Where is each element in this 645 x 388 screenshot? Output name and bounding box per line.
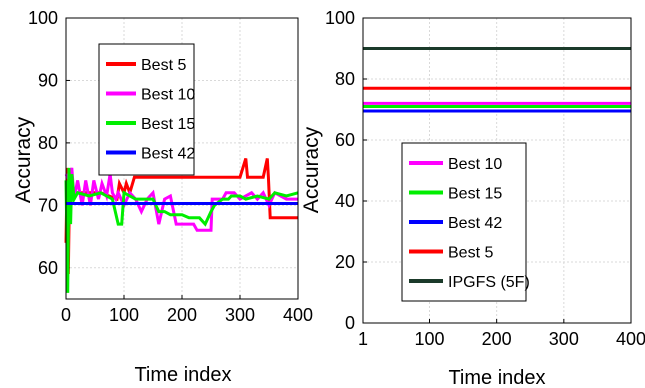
x-tick-label: 100 [414,329,444,349]
x-tick-label: 200 [167,305,197,325]
y-tick-label: 40 [335,191,355,211]
x-tick-label: 400 [283,305,313,325]
legend: Best 5 Best 10 Best 15 Best 42 [98,43,195,176]
y-tick-label: 70 [38,195,58,215]
y-tick-label: 60 [335,130,355,150]
x-tick-label: 200 [482,329,512,349]
axes-frame [65,17,299,300]
y-tick-label: 100 [325,8,355,28]
y-tick-label: 60 [38,258,58,278]
x-axis-label: Time index [448,367,545,388]
x-tick-label: 300 [225,305,255,325]
x-tick-label: 400 [616,329,645,349]
y-axis-label: Accuracy [12,116,35,203]
legend-label: Best 10 [141,87,195,104]
legend-label: Best 5 [141,57,186,74]
legend-label: Best 5 [448,245,493,262]
x-axis-label: Time index [134,364,231,386]
legend-label: Best 15 [448,186,502,203]
axes-frame [362,17,632,324]
x-tick-label: 1 [358,329,368,349]
legend-label: IPGFS (5F) [448,274,530,291]
y-axis-label: Accuracy [300,126,323,213]
y-tick-label: 0 [345,313,355,333]
legend-label: Best 10 [448,156,502,173]
y-tick-label: 80 [38,133,58,153]
y-tick-label: 100 [28,8,58,28]
x-tick-label: 100 [109,305,139,325]
series-line-best-15 [64,167,299,293]
x-tick-label: 300 [549,329,579,349]
y-tick-label: 20 [335,252,355,272]
y-tick-label: 80 [335,69,355,89]
left-chart: 0 100 200 300 400 60 70 80 90 100 Time index Accura… [12,8,313,386]
legend-label: Best 42 [141,146,195,163]
legend-label: Best 15 [141,116,195,133]
legend-label: Best 42 [448,215,502,232]
y-tick-label: 90 [38,70,58,90]
x-tick-label: 0 [61,305,71,325]
legend: Best 10 Best 15 Best 42 Best 5 IPGFS (5F) [401,142,530,302]
